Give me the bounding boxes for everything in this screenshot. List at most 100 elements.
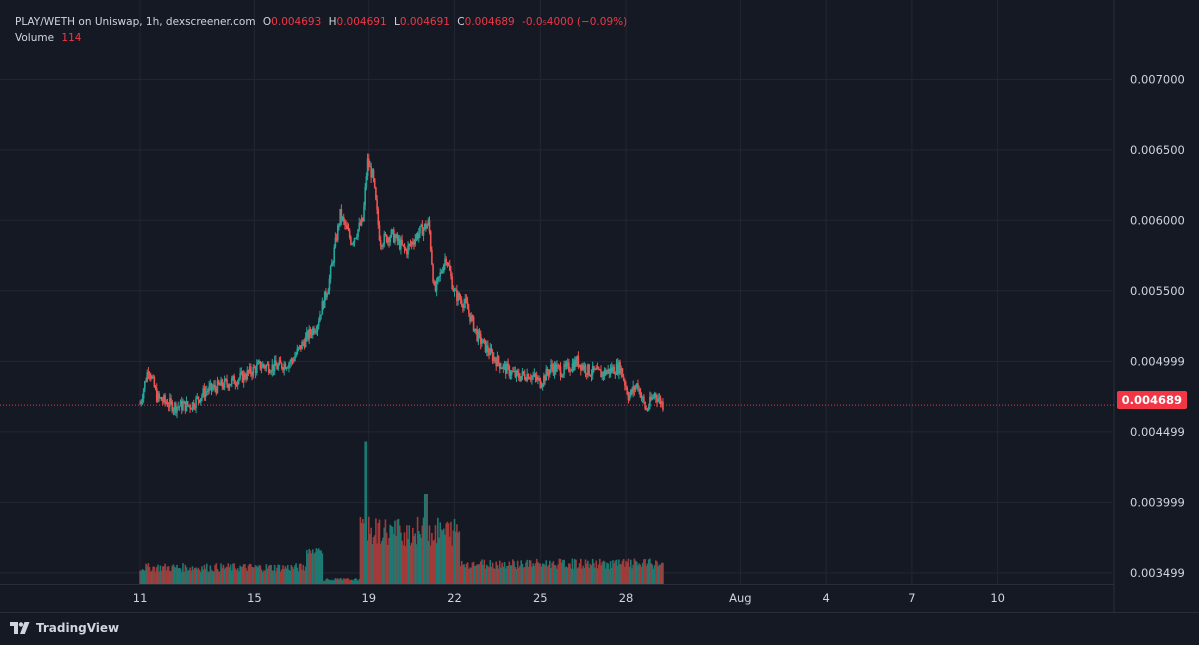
candle-body — [353, 238, 356, 243]
volume-bar — [660, 562, 663, 584]
candle-body — [583, 365, 586, 370]
volume-bar — [254, 565, 257, 584]
volume-bar — [255, 566, 258, 584]
volume-bar — [211, 571, 214, 584]
volume-bar — [525, 562, 527, 584]
volume-bar — [501, 562, 503, 584]
volume-bar — [402, 545, 405, 584]
candle-body — [534, 373, 537, 377]
candle-body — [660, 401, 663, 405]
candle-body — [283, 363, 285, 371]
candle-body — [595, 368, 598, 370]
candle-body — [205, 391, 208, 393]
price-chart[interactable]: 0.007000 0.006500 0.006000 0.005500 0.004999… — [0, 0, 1199, 612]
volume-bar — [352, 580, 355, 584]
volume-bar — [190, 570, 193, 584]
volume-bar — [512, 559, 514, 584]
volume-bar — [166, 566, 169, 584]
volume-bar — [613, 563, 615, 584]
volume-bar — [314, 552, 316, 584]
volume-bar — [335, 578, 338, 584]
volume-bar — [272, 570, 275, 584]
volume-bar — [498, 560, 501, 584]
volume-bar — [522, 567, 525, 584]
volume-bar — [351, 579, 353, 584]
y-tick-label: 0.004499 — [1130, 425, 1185, 439]
volume-bar — [564, 567, 567, 584]
volume-bar — [599, 558, 601, 584]
candle-body — [271, 364, 274, 372]
volume-bar — [315, 548, 318, 584]
candle-body — [631, 389, 633, 393]
candle-body — [463, 303, 465, 308]
candle-body — [414, 238, 417, 245]
volume-bar — [316, 549, 319, 584]
candle-body — [245, 378, 247, 380]
candle-body — [188, 405, 190, 407]
candle-body — [601, 372, 604, 378]
volume-bar — [379, 543, 382, 584]
volume-bar — [547, 565, 550, 584]
candle-body — [469, 313, 471, 322]
volume-bar — [423, 494, 426, 584]
volume-bar — [201, 566, 203, 584]
volume-bar — [346, 578, 349, 584]
candle-body — [314, 331, 316, 333]
volume-bar — [471, 562, 474, 584]
candle-body — [487, 345, 489, 353]
volume-bar — [604, 568, 607, 584]
candle-body — [445, 258, 447, 263]
candle-body — [289, 362, 291, 364]
candle-body — [153, 377, 156, 387]
candle-body — [551, 364, 553, 368]
volume-bar — [391, 526, 394, 584]
candle-body — [351, 243, 353, 245]
volume-bar — [240, 566, 243, 584]
candle-body — [340, 208, 343, 220]
volume-bar — [246, 570, 249, 584]
volume-bar — [283, 568, 285, 584]
volume-bar — [363, 523, 365, 584]
candle-body — [202, 388, 204, 396]
volume-bar — [533, 565, 536, 584]
candle-body — [579, 364, 582, 371]
volume-bar — [378, 519, 381, 584]
volume-bar — [569, 563, 571, 584]
x-tick-label: 25 — [533, 591, 548, 605]
volume-bar — [221, 567, 224, 584]
candle-body — [458, 293, 461, 299]
candle-body — [602, 372, 605, 376]
candle-body — [475, 328, 477, 330]
candle-body — [606, 371, 608, 375]
candle-body — [242, 373, 245, 383]
tradingview-logo[interactable]: TradingView — [10, 621, 119, 635]
candle-body — [379, 240, 382, 246]
candle-body — [170, 398, 172, 402]
candle-body — [336, 225, 339, 241]
volume-bar — [620, 564, 623, 584]
volume-bar — [294, 565, 296, 584]
volume-bar — [360, 522, 363, 584]
volume-bar — [574, 559, 576, 584]
candle-body — [317, 321, 320, 326]
candle-body — [563, 364, 565, 375]
volume-bar — [235, 570, 238, 584]
x-tick-label: Aug — [729, 591, 751, 605]
candle-body — [460, 300, 463, 306]
candle-body — [427, 220, 430, 225]
volume-bar — [151, 570, 153, 584]
volume-bar — [515, 568, 518, 584]
candle-body — [531, 376, 533, 380]
volume-bar — [302, 564, 305, 584]
candle-body — [662, 401, 664, 410]
volume-bar — [518, 567, 520, 584]
candle-body — [308, 329, 311, 340]
volume-bar — [295, 563, 297, 584]
volume-bar — [426, 494, 428, 584]
candle-body — [173, 403, 176, 410]
volume-bar — [353, 579, 356, 584]
candle-body — [656, 398, 658, 402]
volume-bar — [245, 568, 247, 584]
candle-body — [600, 370, 602, 378]
